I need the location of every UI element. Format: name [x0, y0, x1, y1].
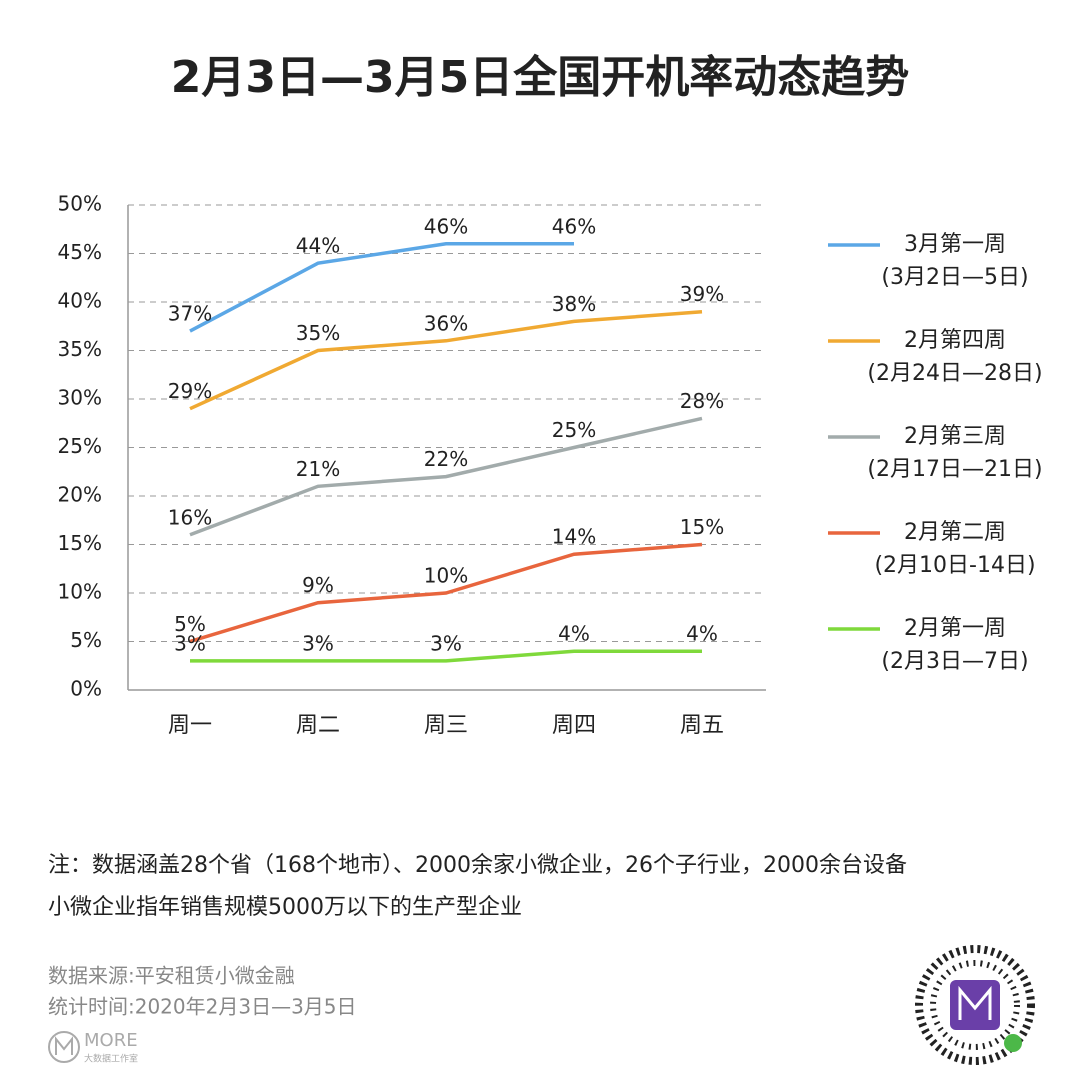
legend-period: (2月17日—21日) [867, 457, 1042, 482]
legend-label: 2月第四周 [904, 328, 1006, 353]
data-label: 22% [424, 447, 468, 471]
data-label: 10% [424, 564, 468, 588]
data-label: 46% [424, 214, 468, 238]
data-label: 15% [680, 515, 724, 539]
brand-icon [48, 1031, 80, 1063]
qr-logo [958, 985, 992, 1020]
data-label: 36% [424, 311, 468, 335]
qr-dots [930, 960, 1020, 1050]
data-label: 5% [174, 612, 206, 636]
x-tick-label: 周五 [680, 713, 724, 738]
data-label: 37% [168, 302, 212, 326]
series-line [189, 242, 574, 333]
legend-label: 2月第二周 [904, 520, 1006, 545]
data-label: 28% [680, 389, 724, 413]
series-line [189, 416, 703, 537]
y-tick-label: 5% [70, 628, 102, 652]
note: 注：数据涵盖28个省（168个地市）、2000余家小微企业，26个子行业，200… [48, 853, 907, 878]
data-label: 9% [302, 573, 334, 597]
legend-label: 2月第三周 [904, 424, 1006, 449]
series-line [189, 309, 703, 411]
y-tick-label: 0% [70, 677, 102, 701]
qr-code [915, 945, 1035, 1065]
data-label: 29% [168, 379, 212, 403]
x-tick-label: 周一 [168, 713, 212, 738]
y-tick-label: 45% [58, 240, 102, 264]
legend-period: (2月24日—28日) [867, 361, 1042, 386]
brand: MORE 大数据工作室 [48, 1030, 138, 1065]
data-label: 25% [552, 418, 596, 442]
legend-period: (2月10日-14日) [874, 553, 1035, 578]
source: 数据来源:平安租赁小微金融 [48, 964, 295, 988]
legend-period: (2月3日—7日) [881, 649, 1028, 674]
qr-logo [950, 980, 1000, 1030]
data-label: 44% [296, 234, 340, 258]
y-tick-label: 35% [58, 337, 102, 361]
y-tick-label: 30% [58, 386, 102, 410]
series-line [189, 542, 703, 644]
series-line [190, 649, 702, 663]
data-label: 4% [686, 622, 718, 646]
legend-label: 2月第一周 [904, 616, 1006, 641]
source: 统计时间:2020年2月3日—3月5日 [48, 995, 357, 1019]
data-label: 38% [552, 292, 596, 316]
x-tick-label: 周三 [424, 713, 468, 738]
brand-icon [55, 1036, 73, 1055]
x-tick-label: 周四 [552, 713, 596, 738]
y-tick-label: 10% [58, 580, 102, 604]
y-tick-label: 20% [58, 483, 102, 507]
chart-title: 2月3日—3月5日全国开机率动态趋势 [171, 52, 909, 103]
qr-dots [915, 945, 1035, 1065]
data-label: 16% [168, 505, 212, 529]
brand-subtitle: 大数据工作室 [84, 1053, 138, 1065]
data-label: 3% [302, 631, 334, 655]
data-label: 21% [296, 457, 340, 481]
y-tick-label: 25% [58, 434, 102, 458]
brand-name: MORE [84, 1030, 138, 1051]
y-tick-label: 40% [58, 289, 102, 313]
data-label: 3% [430, 631, 462, 655]
data-label: 14% [552, 525, 596, 549]
data-label: 46% [552, 214, 596, 238]
data-label: 39% [680, 282, 724, 306]
x-tick-label: 周二 [296, 713, 340, 738]
note: 小微企业指年销售规模5000万以下的生产型企业 [48, 895, 522, 920]
data-label: 4% [558, 622, 590, 646]
legend-label: 3月第一周 [904, 232, 1006, 257]
qr-badge [1004, 1034, 1022, 1052]
y-tick-label: 15% [58, 531, 102, 555]
legend-period: (3月2日—5日) [881, 265, 1028, 290]
data-label: 3% [174, 631, 206, 655]
data-label: 35% [296, 321, 340, 345]
y-tick-label: 50% [58, 192, 102, 216]
